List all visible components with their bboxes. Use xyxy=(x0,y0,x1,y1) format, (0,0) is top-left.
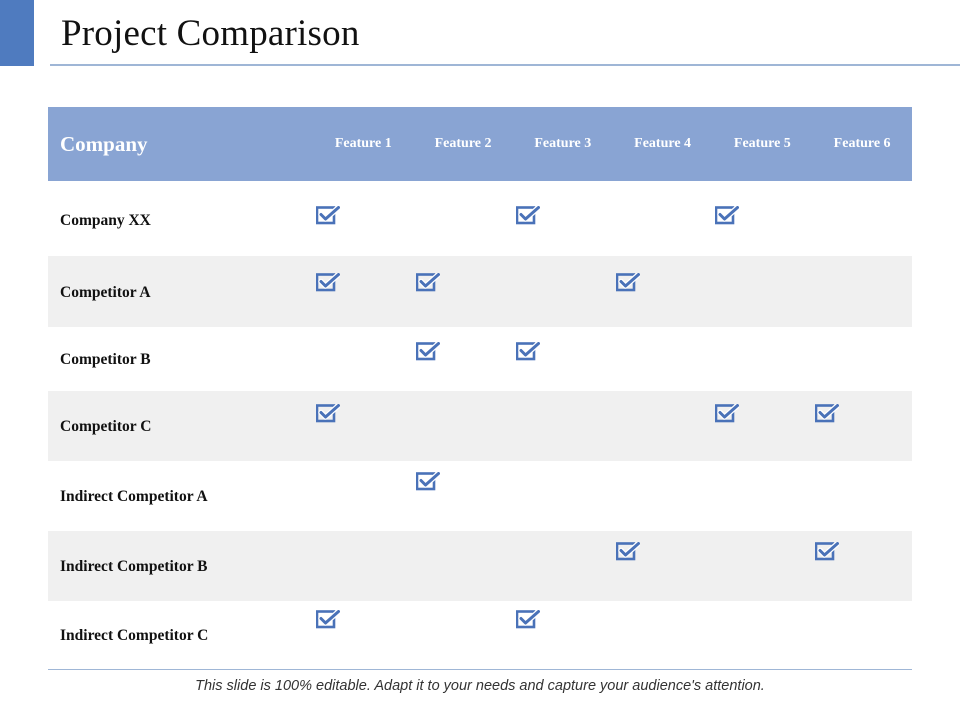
company-column-header: Company xyxy=(60,131,148,156)
feature-cell xyxy=(413,256,513,327)
checkbox-checked-icon xyxy=(815,404,840,424)
feature-cell xyxy=(413,461,513,531)
table-row: Competitor A xyxy=(48,256,912,327)
feature-cell xyxy=(812,531,912,601)
feature-cell xyxy=(313,601,413,668)
feature-cell xyxy=(712,601,812,668)
accent-bar xyxy=(0,0,34,66)
title-divider xyxy=(50,64,960,66)
feature-cell xyxy=(313,256,413,327)
feature-cell xyxy=(712,327,812,391)
feature-column-header: Feature 6 xyxy=(833,136,891,151)
feature-cell xyxy=(812,601,912,668)
feature-column-header: Feature 3 xyxy=(534,136,592,151)
feature-cell xyxy=(812,327,912,391)
feature-cell xyxy=(413,391,513,461)
feature-cell xyxy=(812,391,912,461)
feature-cell xyxy=(613,327,713,391)
table-body: Company XX Competitor A Competitor B Compet… xyxy=(48,181,912,668)
feature-cell xyxy=(413,601,513,668)
feature-cell xyxy=(712,256,812,327)
table-row: Competitor C xyxy=(48,391,912,461)
table-row: Indirect Competitor A xyxy=(48,461,912,531)
feature-cell xyxy=(513,391,613,461)
feature-cell xyxy=(613,181,713,256)
company-name: Competitor B xyxy=(60,351,151,368)
feature-cell xyxy=(313,327,413,391)
company-name: Competitor C xyxy=(60,418,152,435)
table-row: Indirect Competitor C xyxy=(48,601,912,668)
feature-cell xyxy=(313,461,413,531)
feature-cell xyxy=(313,531,413,601)
feature-column-header: Feature 5 xyxy=(733,136,791,151)
bottom-divider xyxy=(48,669,912,670)
table-row: Competitor B xyxy=(48,327,912,391)
checkbox-checked-icon xyxy=(715,206,740,226)
footer-note: This slide is 100% editable. Adapt it to… xyxy=(195,678,765,694)
company-name: Indirect Competitor B xyxy=(60,558,208,575)
feature-cell xyxy=(613,256,713,327)
checkbox-checked-icon xyxy=(515,206,540,226)
company-name: Company XX xyxy=(60,212,151,229)
feature-cell xyxy=(712,181,812,256)
feature-cell xyxy=(413,181,513,256)
feature-column-header: Feature 4 xyxy=(634,136,692,151)
checkbox-checked-icon xyxy=(416,472,441,492)
checkbox-checked-icon xyxy=(316,273,341,293)
table-row: Indirect Competitor B xyxy=(48,531,912,601)
table-header-row: Company Feature 1 Feature 2 Feature 3 Fe… xyxy=(48,107,912,181)
company-name: Competitor A xyxy=(60,284,151,301)
feature-cell xyxy=(413,327,513,391)
feature-cell xyxy=(712,461,812,531)
company-name: Indirect Competitor C xyxy=(60,627,209,644)
checkbox-checked-icon xyxy=(715,404,740,424)
feature-cell xyxy=(613,391,713,461)
checkbox-checked-icon xyxy=(316,404,341,424)
checkbox-checked-icon xyxy=(615,542,640,562)
checkbox-checked-icon xyxy=(416,273,441,293)
checkbox-checked-icon xyxy=(316,206,341,226)
comparison-table: Company Feature 1 Feature 2 Feature 3 Fe… xyxy=(48,107,912,668)
checkbox-checked-icon xyxy=(316,610,341,630)
feature-cell xyxy=(513,256,613,327)
checkbox-checked-icon xyxy=(815,542,840,562)
table-row: Company XX xyxy=(48,181,912,256)
feature-column-header: Feature 1 xyxy=(334,136,392,151)
feature-cell xyxy=(313,181,413,256)
feature-cell xyxy=(812,181,912,256)
feature-cell xyxy=(513,461,613,531)
feature-cell xyxy=(712,391,812,461)
feature-cell xyxy=(313,391,413,461)
feature-column-header: Feature 2 xyxy=(434,136,492,151)
checkbox-checked-icon xyxy=(515,342,540,362)
feature-cell xyxy=(513,327,613,391)
feature-cell xyxy=(812,256,912,327)
feature-cell xyxy=(413,531,513,601)
feature-cell xyxy=(513,181,613,256)
feature-cell xyxy=(513,531,613,601)
checkbox-checked-icon xyxy=(515,610,540,630)
feature-cell xyxy=(812,461,912,531)
feature-cell xyxy=(712,531,812,601)
feature-cell xyxy=(613,461,713,531)
feature-cell xyxy=(613,531,713,601)
feature-cell xyxy=(613,601,713,668)
slide-title: Project Comparison xyxy=(61,13,360,54)
checkbox-checked-icon xyxy=(416,342,441,362)
feature-cell xyxy=(513,601,613,668)
checkbox-checked-icon xyxy=(615,273,640,293)
company-name: Indirect Competitor A xyxy=(60,488,208,505)
